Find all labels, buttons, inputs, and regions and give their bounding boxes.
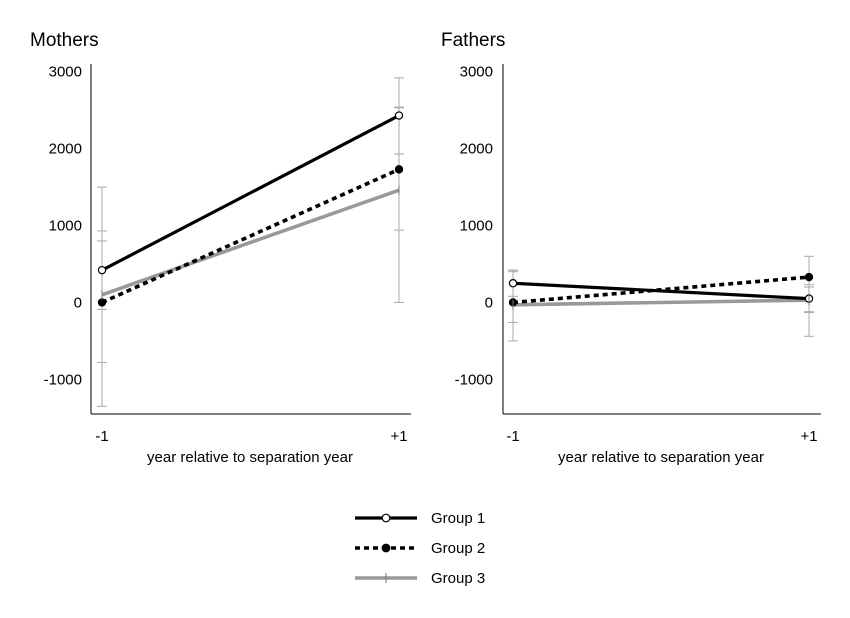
series-line-group-1 (101, 114, 400, 272)
data-point-group-2 (394, 165, 404, 174)
legend-marker (381, 513, 391, 523)
mothers-panel: Mothers 3000 2000 1000 0 -1000 -1 +1 year relati… (30, 30, 411, 466)
legend: Group 1 Group 2 Group 3 (355, 510, 485, 587)
y-tick-label: 1000 (49, 218, 82, 235)
legend-item-group-1: Group 1 (355, 510, 485, 527)
legend-marker (381, 543, 391, 553)
y-tick-label: 0 (74, 294, 82, 311)
x-tick-label: -1 (95, 428, 108, 445)
y-tick-label: -1000 (455, 371, 493, 388)
y-tick-label: 3000 (460, 64, 493, 81)
y-tick-label: 2000 (460, 141, 493, 158)
x-axis-label: year relative to separation year (558, 449, 764, 466)
y-tick-label: 2000 (49, 141, 82, 158)
y-tick-label: 3000 (49, 64, 82, 81)
x-tick-label: +1 (390, 428, 407, 445)
data-point-group-1 (394, 111, 404, 120)
panel-title: Mothers (30, 30, 99, 51)
y-tick-label: 0 (485, 294, 493, 311)
data-point-group-1 (97, 265, 107, 275)
error-bar (394, 106, 404, 303)
series-line-group-2 (101, 167, 400, 305)
series-line-group-3 (101, 188, 400, 297)
x-axis-label: year relative to separation year (147, 449, 353, 466)
y-tick-label: 1000 (460, 218, 493, 235)
series-line-group-2 (512, 275, 810, 305)
fathers-panel: Fathers 3000 2000 1000 0 -1000 -1 +1 year relati… (441, 30, 821, 466)
y-tick-label: -1000 (44, 371, 82, 388)
series-line-group-3 (512, 298, 810, 307)
panel-title: Fathers (441, 30, 505, 51)
x-tick-label: -1 (506, 428, 519, 445)
legend-label: Group 1 (431, 510, 485, 527)
x-tick-label: +1 (800, 428, 817, 445)
data-point-group-2 (804, 272, 814, 282)
legend-item-group-2: Group 2 (355, 540, 485, 557)
legend-label: Group 3 (431, 570, 485, 587)
data-point-group-1 (508, 279, 518, 288)
legend-label: Group 2 (431, 540, 485, 557)
data-point-group-2 (97, 298, 107, 307)
legend-item-group-3: Group 3 (355, 570, 485, 587)
